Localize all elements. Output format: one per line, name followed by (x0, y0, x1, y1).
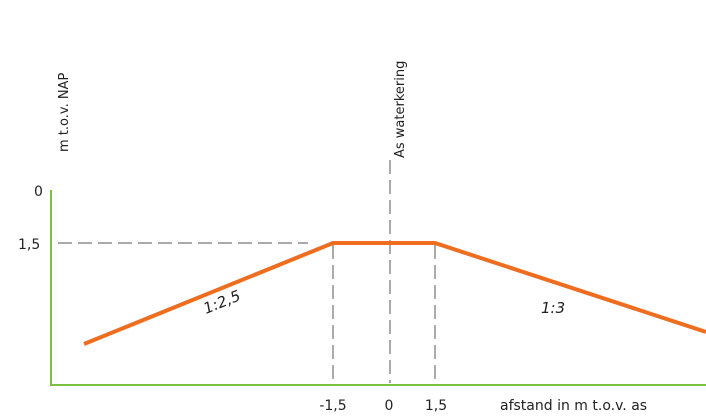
y-tick-0: 0 (34, 184, 43, 200)
x-tick-1-5: 1,5 (425, 398, 447, 414)
x-tick-minus-1-5: -1,5 (319, 398, 346, 414)
right-slope-label: 1:3 (541, 299, 565, 317)
y-tick-1-5: 1,5 (18, 237, 40, 253)
left-slope-label: 1:2,5 (201, 287, 243, 318)
y-axis-title: m t.o.v. NAP (57, 73, 72, 152)
dike-profile-line (83, 241, 706, 346)
center-line-label: As waterkering (393, 61, 408, 158)
x-axis-title: afstand in m t.o.v. as (500, 398, 647, 414)
x-tick-0: 0 (385, 398, 394, 414)
